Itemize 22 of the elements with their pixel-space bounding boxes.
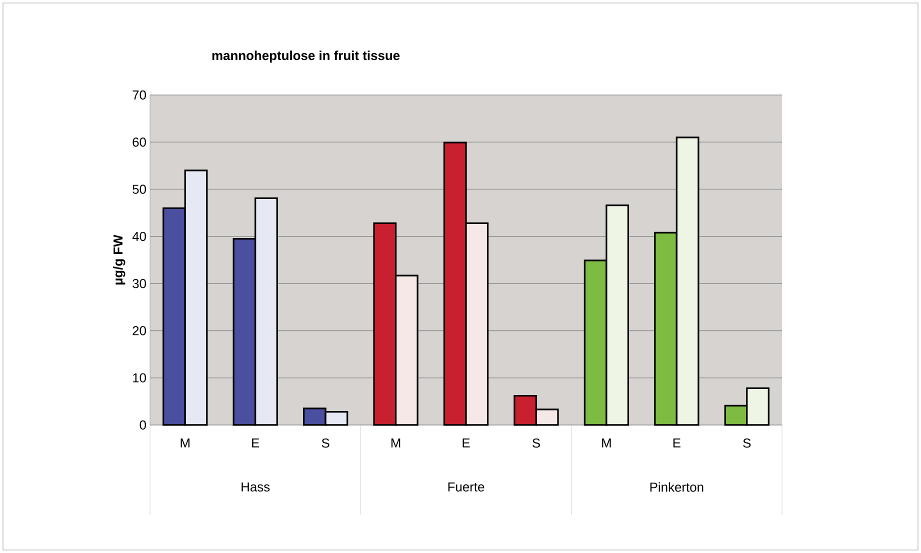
text: Pinkerton xyxy=(650,482,704,492)
chart-title: mannoheptulose in fruit tissue xyxy=(212,50,400,63)
x-tick-label: S xyxy=(743,438,751,448)
y-tick-label: 0 xyxy=(140,420,146,430)
x-tick-label: E xyxy=(673,438,680,448)
text: Hass xyxy=(242,482,270,492)
y-axis-title: µg/g FW xyxy=(113,234,126,284)
x-tick-label: M xyxy=(602,438,611,448)
x-tick-label: M xyxy=(180,438,190,448)
y-tick-label: 30 xyxy=(132,278,146,288)
text: Fuerte xyxy=(448,482,484,492)
y-tick-label: 40 xyxy=(132,232,146,241)
y-tick-label: 70 xyxy=(132,90,146,100)
x-tick-label: M xyxy=(391,438,400,448)
x-tick-label: E xyxy=(462,438,470,448)
y-tick-label: 20 xyxy=(132,326,146,336)
y-tick-label: 60 xyxy=(132,138,146,147)
y-tick-label: 50 xyxy=(132,184,146,194)
x-tick-label: E xyxy=(252,438,260,448)
x-tick-label: S xyxy=(532,438,540,448)
y-tick-label: 10 xyxy=(133,373,146,382)
x-tick-label: S xyxy=(322,438,330,448)
